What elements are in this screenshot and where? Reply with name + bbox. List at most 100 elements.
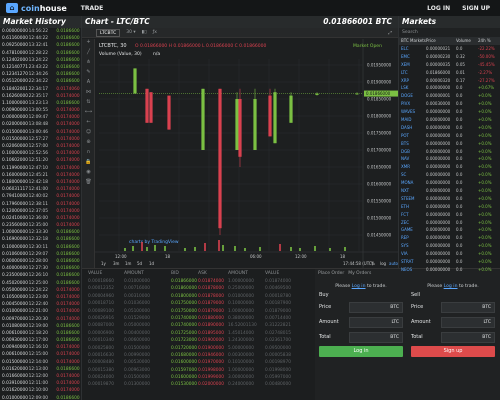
buy-total-input[interactable]: BTC bbox=[349, 331, 403, 343]
market-row[interactable]: VIA 0.00000000 0.0 +0.0% bbox=[399, 250, 500, 258]
market-change: +0.67% bbox=[478, 85, 495, 91]
header-change[interactable]: 24h % bbox=[478, 38, 491, 43]
range-button-1y[interactable]: 1y bbox=[101, 261, 107, 266]
tradingview-watermark[interactable]: charts by TradingView bbox=[129, 239, 179, 245]
chart-area[interactable]: + ╱ ⋔ ✎ A ⋈ ⇅ ⟷ ← ☺ ⊕ ∩ 🔒 ◉ 🗑 0.01450000… bbox=[82, 39, 398, 268]
tab-my-orders[interactable]: My Orders bbox=[348, 271, 372, 276]
market-row[interactable]: NEOS 0.00000000 0.0 +0.0% bbox=[399, 266, 500, 274]
order-book-row[interactable]: 0.00010340 0.00600000 0.01723000 0.01900000… bbox=[82, 337, 315, 344]
trash-icon[interactable]: 🗑 bbox=[85, 179, 92, 185]
market-row[interactable]: LSK 0.00000000 0.0 +0.67% bbox=[399, 84, 500, 92]
pitchfork-icon[interactable]: ⋔ bbox=[86, 59, 91, 65]
range-button-1d[interactable]: 1d bbox=[149, 261, 155, 266]
market-row[interactable]: ELC 0.00000021 0.0 -22.22% bbox=[399, 45, 500, 53]
order-book-row[interactable]: 0.00087000 0.05000000 0.01740000 0.01890000… bbox=[82, 322, 315, 329]
market-row[interactable]: FCT 0.00000000 0.0 +0.0% bbox=[399, 211, 500, 219]
icons-icon[interactable]: ☺ bbox=[85, 129, 92, 135]
market-row[interactable]: ETH 0.00000000 0.0 +0.0% bbox=[399, 203, 500, 211]
nav-trade-link[interactable]: TRADE bbox=[80, 4, 104, 12]
chart-control-auto[interactable]: auto bbox=[389, 261, 398, 266]
market-row[interactable]: ZEC 0.00000000 0.0 +0.0% bbox=[399, 219, 500, 227]
order-book-row[interactable]: 0.00025800 0.01500000 0.01720000 0.01900000… bbox=[82, 345, 315, 352]
order-book-row[interactable]: 0.00016630 0.00990000 0.01680000 0.01946000… bbox=[82, 352, 315, 359]
market-row[interactable]: SC 0.00000000 0.0 +0.0% bbox=[399, 171, 500, 179]
header-market[interactable]: BTC Markets bbox=[401, 38, 426, 43]
market-row[interactable]: WAVES 0.00000000 0.0 +0.0% bbox=[399, 108, 500, 116]
eye-icon[interactable]: ◉ bbox=[86, 169, 91, 175]
tab-place-order[interactable]: Place Order bbox=[318, 271, 345, 276]
sell-price-input[interactable]: BTC bbox=[441, 301, 495, 313]
sell-login-link[interactable]: Log in bbox=[443, 284, 458, 289]
market-row[interactable]: SYS 0.00000000 0.0 +0.0% bbox=[399, 242, 500, 250]
sell-total-input[interactable]: BTC bbox=[441, 331, 495, 343]
market-row[interactable]: MAID 0.00000000 0.0 +0.0% bbox=[399, 116, 500, 124]
bid-amount: 0.01529000 bbox=[124, 315, 150, 321]
order-book-row[interactable]: 0.00015380 0.00963000 0.01597000 0.01998000… bbox=[82, 367, 315, 374]
order-book-row[interactable]: 0.00018660 0.01000000 0.01866000 0.01874000… bbox=[82, 278, 315, 285]
chart-type-icon[interactable]: ▮▯ bbox=[141, 30, 147, 35]
indicators-icon[interactable]: ƒx bbox=[152, 30, 157, 35]
market-row[interactable]: DGB 0.00000000 0.0 +0.0% bbox=[399, 148, 500, 156]
order-book-row[interactable]: 0.00018710 0.01036000 0.01750000 0.01879000… bbox=[82, 300, 315, 307]
brand-logo[interactable]: ⌂ coinhouse bbox=[6, 3, 67, 13]
market-row[interactable]: GAME 0.00000000 0.0 +0.0% bbox=[399, 226, 500, 234]
crosshair-icon[interactable]: + bbox=[86, 39, 91, 45]
range-button-3m[interactable]: 3m bbox=[113, 261, 120, 266]
market-row[interactable]: NXT 0.00000000 0.0 +0.0% bbox=[399, 187, 500, 195]
market-row[interactable]: EMC 0.00000230 0.32 -50.00% bbox=[399, 53, 500, 61]
market-row[interactable]: XMR 0.00000000 0.0 +0.0% bbox=[399, 163, 500, 171]
arrow-icon[interactable]: ← bbox=[86, 119, 91, 125]
range-button-1m[interactable]: 1m bbox=[125, 261, 132, 266]
order-book-row[interactable]: 0.00019870 0.01300000 0.01530000 0.02000000… bbox=[82, 381, 315, 388]
header-price[interactable]: Price bbox=[426, 38, 436, 43]
market-row[interactable]: NAV 0.00000000 0.0 +0.0% bbox=[399, 155, 500, 163]
buy-login-link[interactable]: Log in bbox=[351, 284, 366, 289]
login-link[interactable]: LOG IN bbox=[427, 4, 451, 12]
text-icon[interactable]: A bbox=[86, 79, 91, 85]
buy-amount-input[interactable]: LTC bbox=[349, 316, 403, 328]
ask-value: 0.09500000 bbox=[265, 345, 291, 351]
symbol-selector[interactable]: LTCBTC bbox=[96, 28, 121, 37]
trend-line-icon[interactable]: ╱ bbox=[86, 49, 90, 55]
market-row[interactable]: STEEM 0.00000000 0.0 +0.0% bbox=[399, 195, 500, 203]
candlestick-chart[interactable]: 0.01450000 0.01500000 0.01550000 0.01600000… bbox=[95, 39, 398, 268]
pattern-icon[interactable]: ⋈ bbox=[86, 89, 91, 95]
market-change: -45.45% bbox=[478, 61, 495, 67]
signup-link[interactable]: SIGN UP bbox=[462, 4, 490, 12]
market-row[interactable]: DOGE 0.00000001 0.0 +0.0% bbox=[399, 92, 500, 100]
signup-button[interactable]: Sign up bbox=[411, 346, 495, 357]
market-row[interactable]: REP 0.00000000 0.0 +0.0% bbox=[399, 234, 500, 242]
order-book-row[interactable]: 0.00026916 0.01529000 0.01740000 0.01880000… bbox=[82, 315, 315, 322]
order-book-row[interactable]: 0.00089100 0.05100000 0.01750000 0.01879000… bbox=[82, 308, 315, 315]
order-book-row[interactable]: 0.00004960 0.00310000 0.01800000 0.01878000… bbox=[82, 293, 315, 300]
login-button[interactable]: Log in bbox=[319, 346, 403, 357]
market-row[interactable]: XEM 0.00000035 0.05 -45.45% bbox=[399, 61, 500, 69]
prediction-icon[interactable]: ⇅ bbox=[86, 99, 91, 105]
order-book-row[interactable]: 0.00012352 0.00716000 0.01860000 0.01878000… bbox=[82, 285, 315, 292]
fullscreen-icon[interactable]: ⤢ bbox=[388, 30, 392, 36]
zoom-icon[interactable]: ⊕ bbox=[86, 139, 91, 145]
chart-control-log[interactable]: log bbox=[380, 261, 387, 266]
market-search-input[interactable]: Search bbox=[399, 28, 500, 37]
order-book-row[interactable]: 0.00008480 0.00530000 0.01600000 0.01970000… bbox=[82, 359, 315, 366]
brush-icon[interactable]: ✎ bbox=[86, 69, 91, 75]
order-book-row[interactable]: 0.00006900 0.00400000 0.01725000 0.01895000… bbox=[82, 330, 315, 337]
market-row[interactable]: DASH 0.00000000 0.0 +0.0% bbox=[399, 124, 500, 132]
header-volume[interactable]: Volume bbox=[456, 38, 471, 43]
chart-control-percent[interactable]: % bbox=[371, 261, 375, 266]
market-row[interactable]: MONA 0.00000000 0.0 +0.0% bbox=[399, 179, 500, 187]
lock-icon[interactable]: 🔒 bbox=[85, 159, 92, 165]
market-row[interactable]: XRP 0.00000320 0.17 -27.27% bbox=[399, 77, 500, 85]
interval-selector[interactable]: 30 ▾ bbox=[126, 30, 136, 35]
magnet-icon[interactable]: ∩ bbox=[86, 149, 91, 155]
measure-icon[interactable]: ⟷ bbox=[84, 109, 93, 115]
buy-price-input[interactable]: BTC bbox=[349, 301, 403, 313]
market-row[interactable]: LTC 0.01866000 0.01 -2.27% bbox=[399, 69, 500, 77]
range-button-5d[interactable]: 5d bbox=[137, 261, 143, 266]
market-row[interactable]: BTS 0.00000000 0.0 +0.0% bbox=[399, 140, 500, 148]
order-book-row[interactable]: 0.00024000 0.01500000 0.01600000 0.01999000… bbox=[82, 374, 315, 381]
market-row[interactable]: PIVX 0.00030000 0.0 +0.0% bbox=[399, 100, 500, 108]
sell-amount-input[interactable]: LTC bbox=[441, 316, 495, 328]
market-row[interactable]: STRAT 0.00000000 0.0 +0.0% bbox=[399, 258, 500, 266]
market-row[interactable]: POT 0.00000000 0.0 +0.0% bbox=[399, 132, 500, 140]
